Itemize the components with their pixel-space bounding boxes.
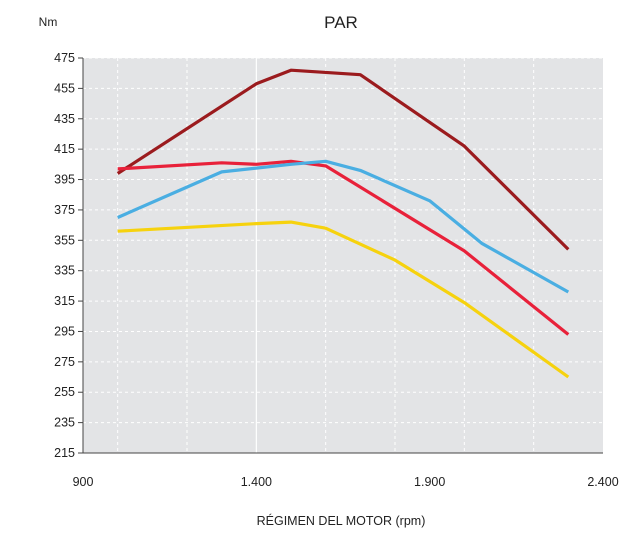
series-line-2 — [117, 159, 570, 336]
y-axis-unit: Nm — [39, 15, 58, 29]
y-tick-label: 395 — [54, 173, 75, 187]
y-tick-label: 455 — [54, 81, 75, 95]
plot-area — [83, 58, 603, 453]
y-tick-label: 475 — [54, 51, 75, 65]
y-tick-label: 275 — [54, 355, 75, 369]
x-tick-label: 1.900 — [414, 475, 445, 489]
axes — [78, 57, 603, 454]
x-tick-label: 1.400 — [241, 475, 272, 489]
series-line-4 — [117, 220, 570, 379]
x-tick-label: 900 — [73, 475, 94, 489]
y-tick-label: 295 — [54, 324, 75, 338]
y-tick-label: 435 — [54, 112, 75, 126]
y-tick-label: 235 — [54, 416, 75, 430]
tick-labels: 215 235 255 275 295 315 335 355 375 395 415 435 455 4… — [54, 51, 619, 489]
series-line-3 — [117, 159, 570, 294]
y-tick-label: 375 — [54, 203, 75, 217]
x-tick-label: 2.400 — [587, 475, 618, 489]
series-lines — [116, 68, 570, 379]
y-tick-label: 415 — [54, 142, 75, 156]
grid-lines — [83, 57, 603, 453]
y-tick-label: 255 — [54, 385, 75, 399]
x-axis-label: RÉGIMEN DEL MOTOR (rpm) — [257, 513, 426, 528]
chart-title: PAR — [324, 13, 358, 32]
y-tick-label: 335 — [54, 264, 75, 278]
series-line-1 — [116, 68, 570, 251]
y-tick-label: 355 — [54, 233, 75, 247]
y-tick-label: 215 — [54, 446, 75, 460]
y-tick-label: 315 — [54, 294, 75, 308]
